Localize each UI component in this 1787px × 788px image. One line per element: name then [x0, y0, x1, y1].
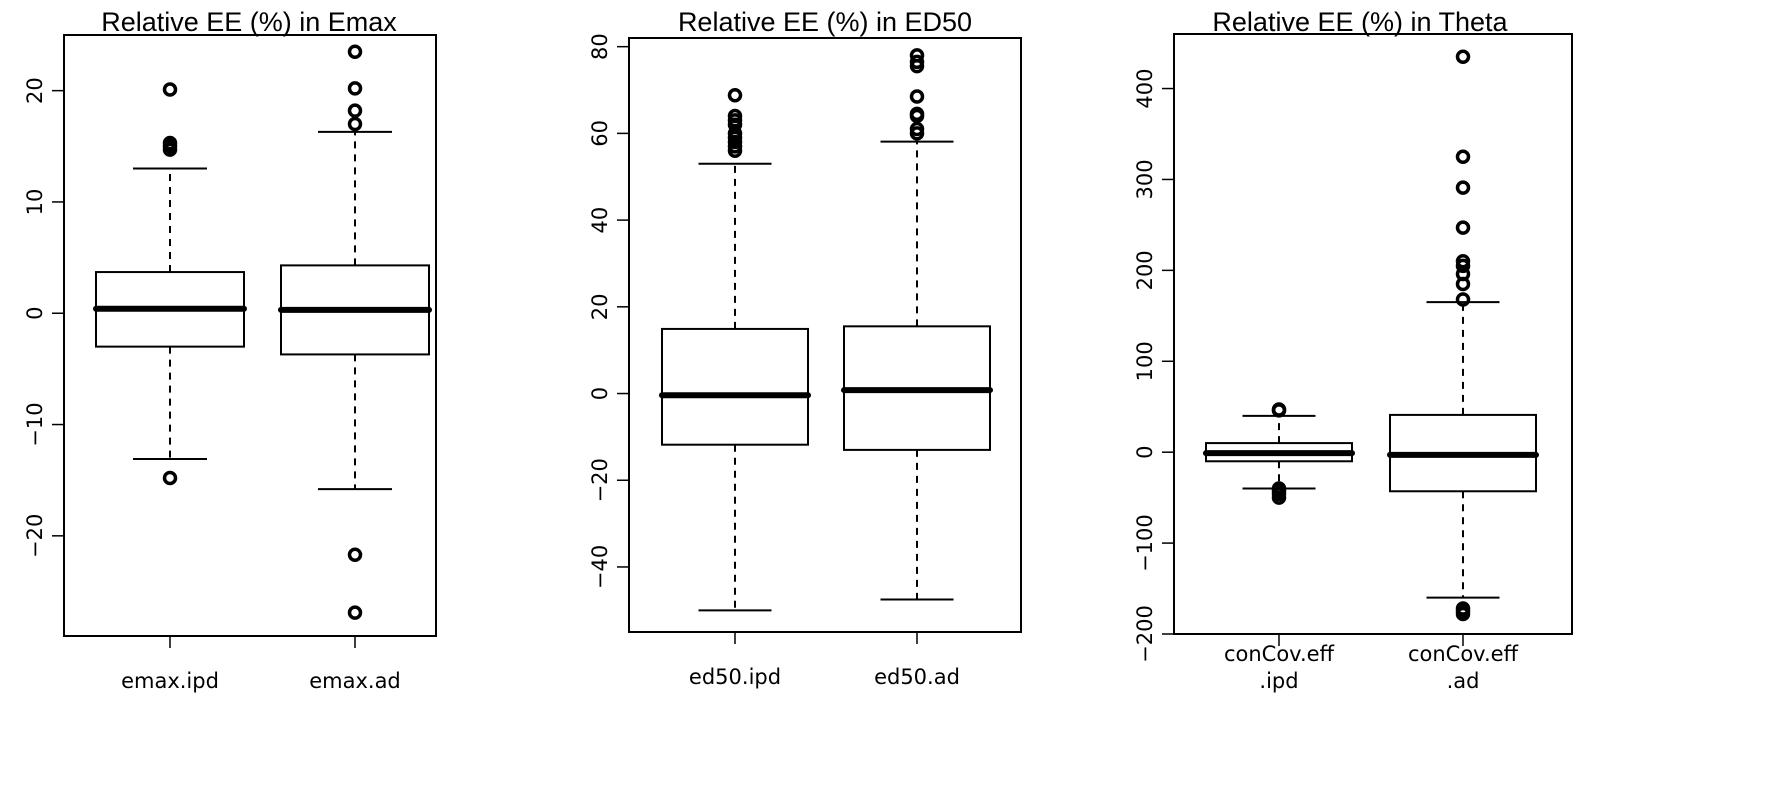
outlier-point — [347, 605, 363, 620]
plot-frame — [628, 37, 1022, 633]
y-tick-label: 300 — [1133, 159, 1157, 199]
y-tick-label: 10 — [23, 189, 47, 216]
y-tick-label: 100 — [1133, 341, 1157, 381]
outlier-point — [1271, 403, 1287, 418]
panel-title: Relative EE (%) in Theta — [1212, 7, 1508, 37]
outlier-point — [1455, 149, 1471, 164]
outlier-point — [1271, 490, 1287, 505]
outlier-point — [1455, 180, 1471, 195]
x-tick-label: ed50.ad — [874, 665, 960, 689]
outlier-point — [347, 44, 363, 59]
x-tick-label: conCov.eff — [1408, 642, 1519, 666]
x-tick-label: emax.ad — [309, 669, 401, 693]
y-tick-label: 400 — [1133, 68, 1157, 108]
y-tick-label: −40 — [588, 545, 612, 589]
y-tick-label: 20 — [588, 293, 612, 320]
y-tick-label: −10 — [23, 402, 47, 446]
plot-frame — [1173, 33, 1573, 635]
outlier-point — [162, 82, 178, 97]
x-tick-label: emax.ipd — [121, 669, 219, 693]
x-tick-label: .ipd — [1259, 669, 1298, 693]
panel-emax: Relative EE (%) in Emax −20 −10 0 10 20 emax.… — [23, 7, 437, 693]
plot-frame — [63, 34, 437, 637]
outlier-point — [727, 87, 743, 103]
panel-title: Relative EE (%) in ED50 — [678, 7, 972, 37]
outlier-point — [909, 89, 925, 104]
outlier-point — [347, 81, 363, 96]
y-tick-label: 60 — [588, 120, 612, 147]
y-tick-label: 0 — [588, 387, 612, 400]
y-tick-label: −200 — [1133, 605, 1157, 663]
outlier-point — [162, 142, 178, 157]
outlier-point — [347, 103, 363, 118]
outlier-point — [347, 116, 363, 132]
outlier-point — [1455, 606, 1471, 622]
outlier-point — [727, 117, 743, 132]
y-tick-label: −20 — [588, 458, 612, 502]
outlier-point — [1455, 258, 1471, 274]
y-tick-label: −20 — [23, 514, 47, 558]
panel-ed50: Relative EE (%) in ED50 −40 −20 0 20 40 60 80 e… — [588, 7, 1022, 689]
iqr-box — [661, 327, 809, 446]
y-tick-label: 80 — [588, 33, 612, 60]
outlier-point — [162, 470, 178, 486]
outlier-point — [1455, 276, 1471, 292]
x-tick-label: conCov.eff — [1224, 642, 1335, 666]
panel-theta: Relative EE (%) in Theta −200 −100 0 100 200… — [1133, 7, 1573, 693]
y-tick-label: −100 — [1133, 514, 1157, 572]
y-tick-label: 0 — [23, 307, 47, 320]
x-tick-label: .ad — [1447, 669, 1480, 693]
y-tick-label: 0 — [1133, 445, 1157, 458]
outlier-point — [727, 143, 743, 158]
y-tick-label: 200 — [1133, 250, 1157, 290]
outlier-point — [909, 108, 925, 124]
y-tick-label: 40 — [588, 207, 612, 234]
outlier-point — [347, 547, 363, 563]
panel-title: Relative EE (%) in Emax — [101, 7, 397, 37]
outlier-point — [1455, 220, 1471, 235]
outlier-point — [1455, 49, 1471, 64]
outlier-point — [909, 126, 925, 141]
outlier-point — [1455, 292, 1471, 307]
x-tick-label: ed50.ipd — [689, 665, 781, 689]
outlier-point — [909, 58, 925, 74]
y-tick-label: 20 — [23, 77, 47, 104]
